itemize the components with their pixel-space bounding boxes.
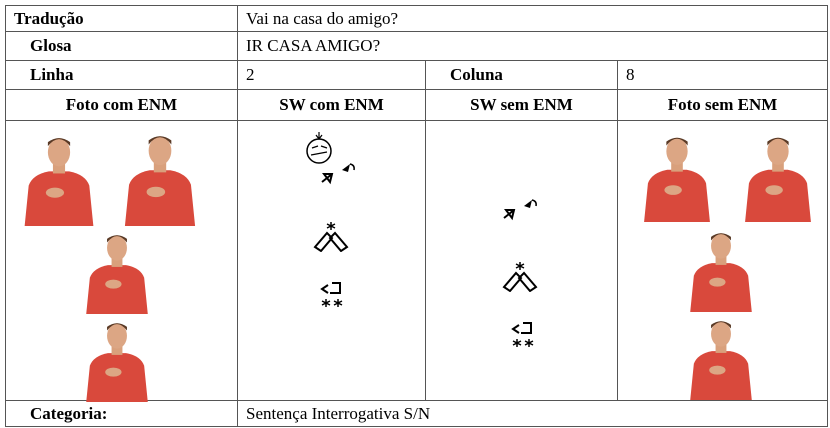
- sw-face: [306, 132, 332, 164]
- photo: [86, 235, 148, 314]
- photo: [24, 138, 94, 226]
- sw-symbol: [502, 260, 538, 292]
- photo: [745, 137, 811, 222]
- sw-symbol: [511, 321, 535, 349]
- sw-symbol: [313, 220, 349, 252]
- value-cell: Sentença Interrogativa S/N: [237, 400, 828, 427]
- photo: [86, 323, 148, 402]
- sw-symbol: [503, 199, 538, 219]
- photo: [690, 321, 752, 400]
- photo: [690, 233, 752, 312]
- photo: [124, 136, 196, 226]
- photo: [644, 137, 710, 222]
- sw-symbol: [321, 163, 356, 183]
- sw-symbol: [320, 281, 344, 309]
